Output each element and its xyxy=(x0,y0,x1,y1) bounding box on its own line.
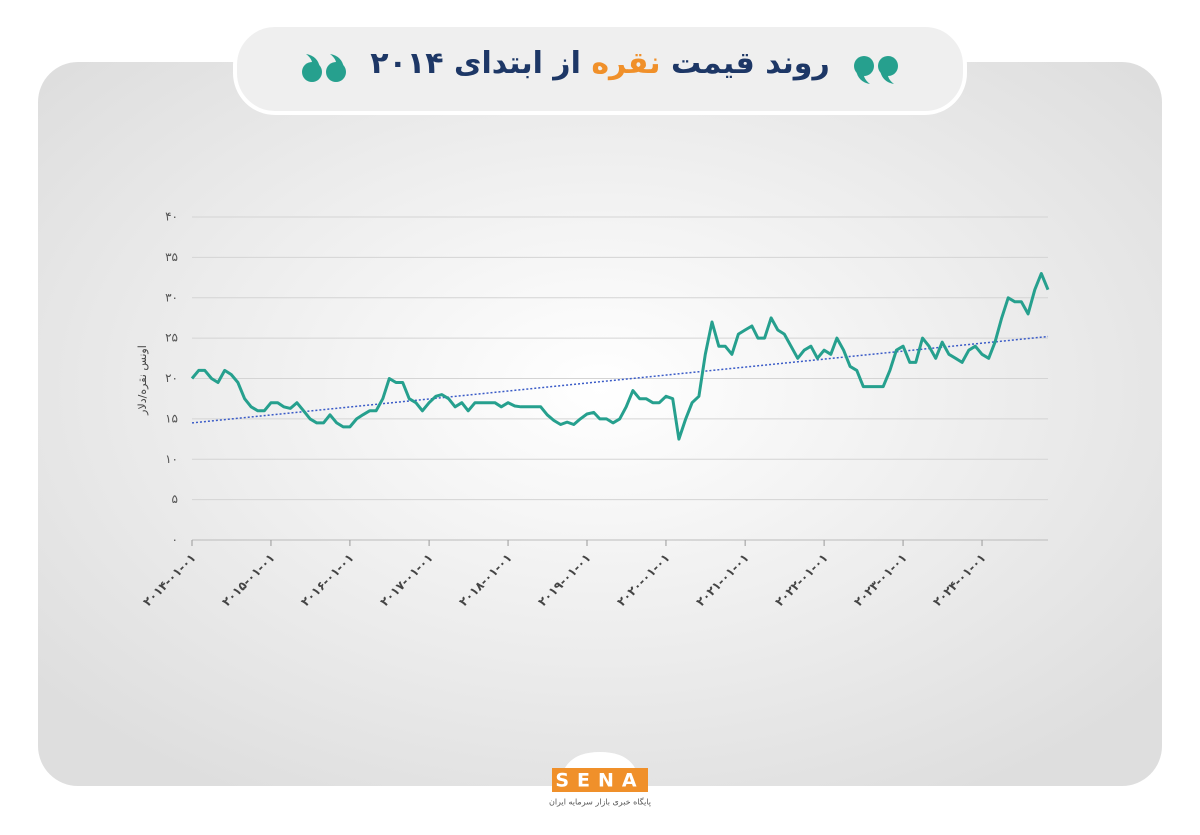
logo: SENA xyxy=(555,770,644,792)
title-part: از ابتدای ۲۰۱۴ xyxy=(370,46,581,81)
chart-title: روند قیمت نقره از ابتدای ۲۰۱۴ xyxy=(370,46,829,81)
y-tick-label: ۰ xyxy=(172,533,178,547)
y-tick-label: ۱۰ xyxy=(165,452,178,466)
logo-tagline: پایگاه خبری بازار سرمایه ایران xyxy=(549,797,651,807)
title-highlight: نقره xyxy=(591,46,660,81)
y-tick-label: ۲۰ xyxy=(165,371,178,385)
y-tick-label: ۳۰ xyxy=(165,290,178,304)
y-tick-label: ۴۰ xyxy=(165,210,178,224)
quote-right xyxy=(854,56,898,84)
title-pill xyxy=(233,23,967,115)
quote-left xyxy=(302,54,346,82)
price-line xyxy=(190,272,1050,441)
y-tick-label: ۲۵ xyxy=(165,331,178,345)
y-tick-label: ۱۵ xyxy=(165,411,178,425)
card xyxy=(38,62,1162,786)
y-tick-label: ۳۵ xyxy=(165,250,178,264)
title-part: روند قیمت xyxy=(671,46,830,81)
y-axis-label: اونس نقره/دلار xyxy=(136,345,149,416)
y-tick-label: ۵ xyxy=(172,492,178,506)
logo-box xyxy=(552,768,648,792)
